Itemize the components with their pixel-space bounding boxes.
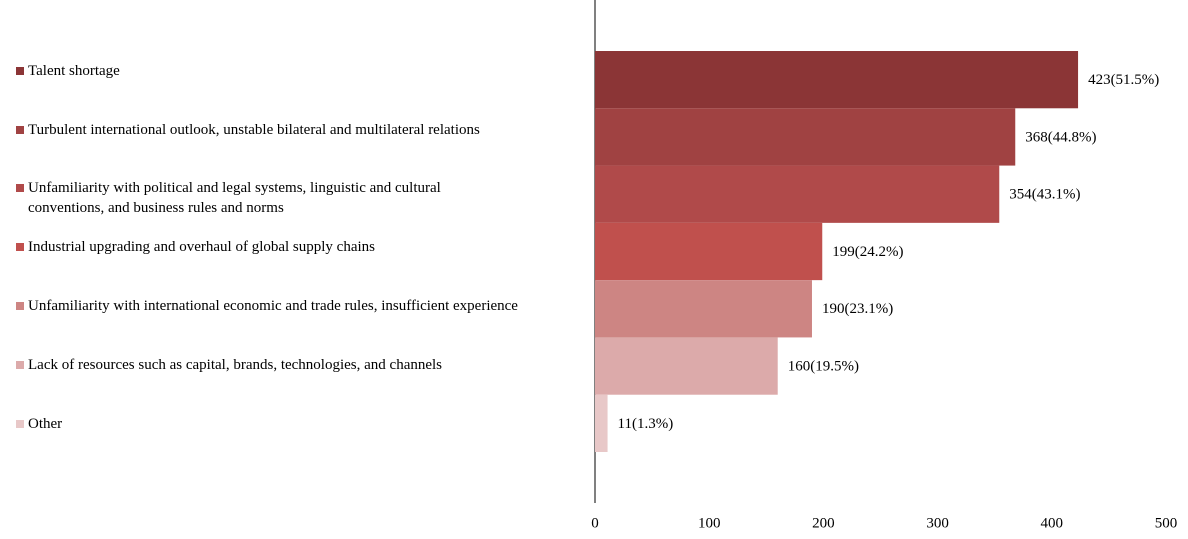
category-label: Turbulent international outlook, unstabl… bbox=[16, 120, 591, 140]
category-label: Lack of resources such as capital, brand… bbox=[16, 355, 591, 375]
category-label: Talent shortage bbox=[16, 61, 591, 81]
x-tick-label: 400 bbox=[1041, 515, 1064, 531]
category-label: Unfamiliarity with international economi… bbox=[16, 296, 591, 316]
category-swatch bbox=[16, 302, 24, 311]
bar bbox=[595, 108, 1016, 166]
x-tick-label: 100 bbox=[698, 515, 721, 531]
bar bbox=[595, 222, 823, 281]
category-text: Unfamiliarity with political and legal s… bbox=[28, 180, 441, 217]
category-text: Turbulent international outlook, unstabl… bbox=[28, 121, 480, 138]
x-tick-label: 500 bbox=[1155, 515, 1178, 531]
category-text: Lack of resources such as capital, brand… bbox=[28, 357, 443, 374]
category-label: Industrial upgrading and overhaul of glo… bbox=[16, 237, 591, 257]
value-label: 190(23.1%) bbox=[822, 301, 893, 317]
value-label: 160(19.5%) bbox=[788, 359, 859, 375]
category-text: Unfamiliarity with international economi… bbox=[28, 298, 518, 315]
x-tick-label: 200 bbox=[812, 515, 835, 531]
category-swatch bbox=[16, 243, 24, 252]
category-swatch bbox=[16, 66, 24, 75]
bar bbox=[595, 165, 1000, 223]
bar bbox=[595, 394, 608, 452]
x-tick-label: 0 bbox=[591, 515, 599, 531]
category-swatch bbox=[16, 125, 24, 134]
value-label: 11(1.3%) bbox=[618, 416, 674, 432]
category-label: Other bbox=[16, 414, 591, 434]
category-swatch bbox=[16, 184, 24, 193]
category-swatch bbox=[16, 361, 24, 370]
value-label: 354(43.1%) bbox=[1009, 187, 1080, 203]
bar bbox=[595, 280, 812, 338]
x-tick-label: 300 bbox=[926, 515, 949, 531]
category-text: Talent shortage bbox=[28, 62, 120, 79]
category-label: Unfamiliarity with political and legal s… bbox=[16, 178, 516, 218]
category-text: Other bbox=[28, 415, 63, 432]
bar bbox=[595, 51, 1079, 109]
bar bbox=[595, 337, 778, 395]
value-label: 199(24.2%) bbox=[832, 244, 903, 260]
category-swatch bbox=[16, 419, 24, 428]
value-label: 368(44.8%) bbox=[1025, 129, 1096, 145]
category-text: Industrial upgrading and overhaul of glo… bbox=[28, 239, 376, 256]
value-label: 423(51.5%) bbox=[1088, 72, 1159, 88]
